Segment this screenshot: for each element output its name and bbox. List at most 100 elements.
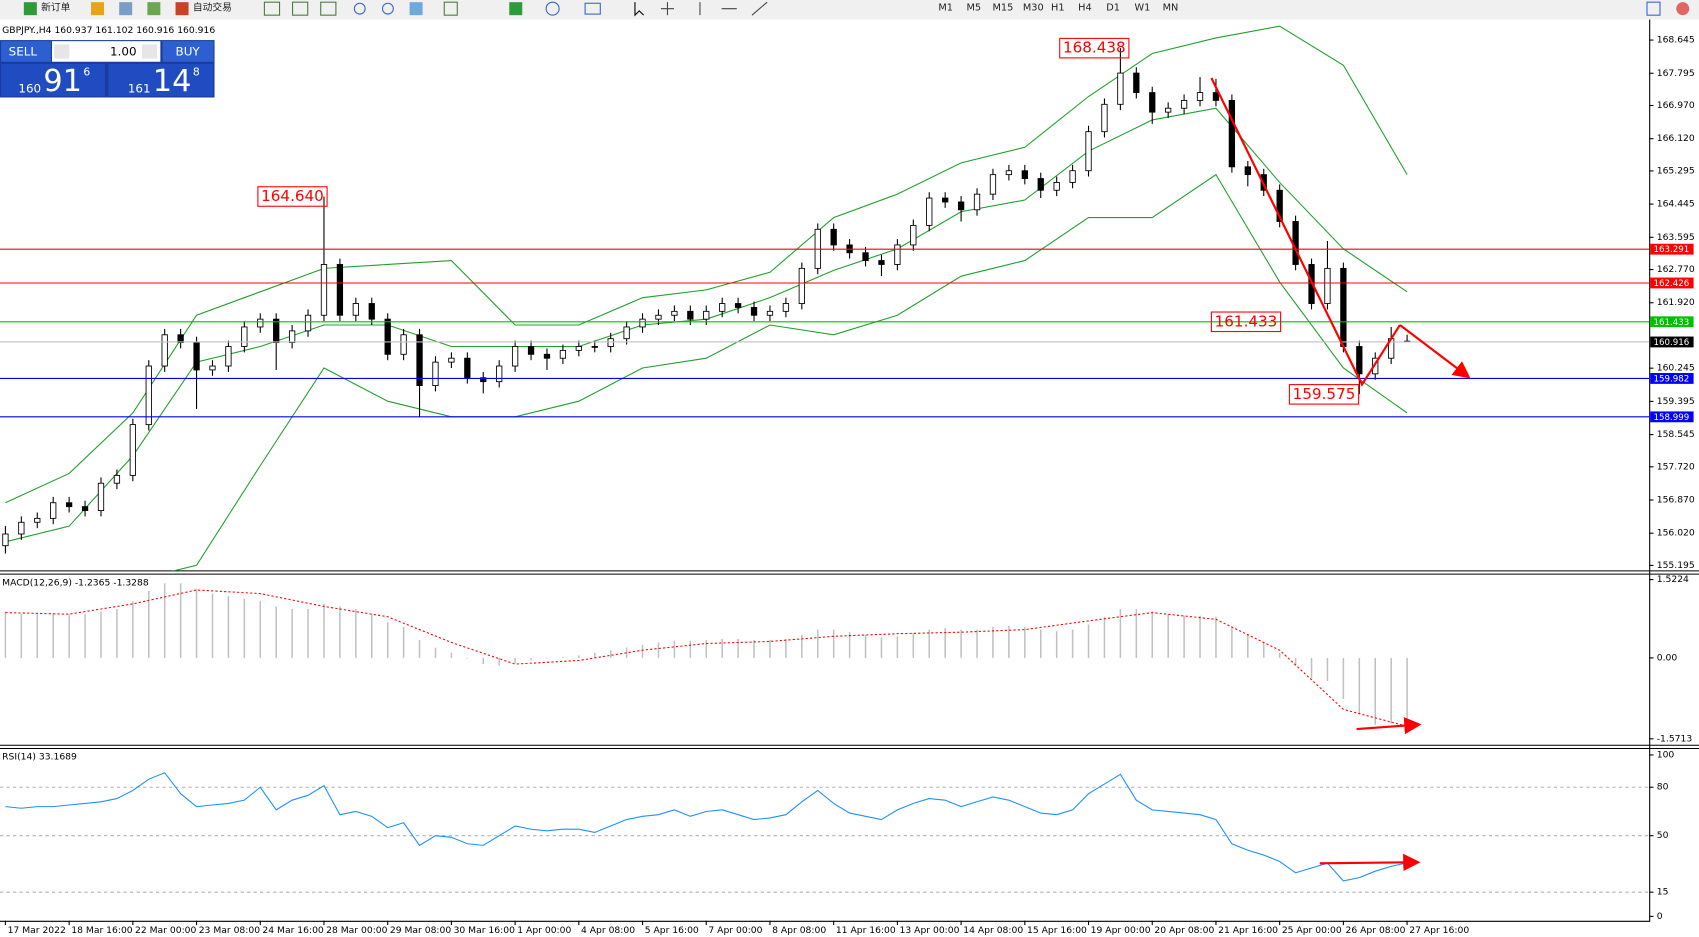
tool-icon[interactable] xyxy=(409,2,423,16)
timeframe-button[interactable]: M15 xyxy=(993,3,1014,14)
macd-bar xyxy=(20,614,23,658)
macd-bar xyxy=(243,598,246,658)
x-tick-label: 19 Apr 00:00 xyxy=(1091,925,1151,936)
candle-body xyxy=(766,310,774,316)
sell-price-pip: 6 xyxy=(83,66,90,79)
macd-bar xyxy=(259,601,262,658)
tool-icon[interactable] xyxy=(292,1,309,16)
tool-icon[interactable] xyxy=(545,1,560,16)
y-tick-label: 156.020 xyxy=(1657,528,1695,539)
timeframe-button[interactable]: MN xyxy=(1163,3,1179,14)
lot-up[interactable] xyxy=(141,44,158,59)
crosshair-tool[interactable] xyxy=(660,2,674,16)
timeframe-button[interactable]: H1 xyxy=(1051,3,1065,14)
macd-bar xyxy=(402,627,405,658)
timeframe-button[interactable]: W1 xyxy=(1134,3,1150,14)
macd-bar xyxy=(705,639,708,658)
macd-bar xyxy=(1278,652,1281,658)
price-annotation: 159.575 xyxy=(1293,385,1356,403)
cursor-tool[interactable] xyxy=(634,2,645,17)
buy-label[interactable]: BUY xyxy=(176,44,201,58)
plots: M1 M5 M15 M30 H1 H4 D1 W1 MN GBPJPY.,H4 160.937 1… xyxy=(0,3,1695,936)
level-label: 159.982 xyxy=(1653,374,1689,384)
panel-title: RSI(14) 33.1689 xyxy=(2,752,77,763)
candle-body xyxy=(65,502,73,508)
line-tools[interactable] xyxy=(699,1,768,16)
timeframe-button[interactable]: M5 xyxy=(967,3,982,14)
macd-bar xyxy=(1183,615,1185,658)
toolbar-icon[interactable] xyxy=(119,2,133,16)
candle-body xyxy=(1037,178,1044,191)
x-tick-label: 30 Mar 16:00 xyxy=(454,925,516,936)
buy-price-box[interactable] xyxy=(108,63,214,97)
timeframe-button[interactable]: M30 xyxy=(1023,3,1044,14)
auto-trade-icon[interactable] xyxy=(175,2,189,16)
macd-bar xyxy=(992,627,994,658)
candle-body xyxy=(416,334,423,386)
candle-body xyxy=(511,346,519,367)
x-tick-label: 8 Apr 08:00 xyxy=(772,925,826,936)
zoom-in[interactable] xyxy=(353,2,366,15)
macd-bar xyxy=(450,652,453,658)
tool-icon[interactable] xyxy=(584,2,601,15)
zoom-out[interactable] xyxy=(381,2,394,15)
buy-button[interactable] xyxy=(162,41,214,62)
candle-body xyxy=(989,174,997,195)
candle-body xyxy=(703,310,710,320)
y-tick-label: 160.245 xyxy=(1657,363,1695,374)
candle-body xyxy=(591,346,598,348)
new-order-icon[interactable] xyxy=(23,2,37,16)
candle-body xyxy=(1069,170,1076,183)
x-tick-label: 13 Apr 00:00 xyxy=(900,925,960,936)
macd-bar xyxy=(498,657,500,666)
sell-label[interactable]: SELL xyxy=(9,44,38,58)
trend-arrow xyxy=(1210,77,1401,387)
candle-body xyxy=(639,318,646,328)
timeframe-button[interactable]: M1 xyxy=(938,3,953,14)
sell-price-box[interactable] xyxy=(1,63,106,97)
tool-icon[interactable] xyxy=(263,1,281,16)
candle-body xyxy=(575,346,582,351)
sell-button[interactable] xyxy=(1,41,51,62)
tool-icon[interactable] xyxy=(443,1,458,16)
lot-input[interactable] xyxy=(52,41,161,62)
tool-icon[interactable] xyxy=(320,1,337,16)
alerts[interactable] xyxy=(1676,2,1690,16)
macd-bar xyxy=(1071,629,1074,658)
candle-body xyxy=(1180,99,1188,109)
macd-bar xyxy=(355,609,357,658)
drawn-arrows xyxy=(1210,77,1471,872)
new-order-button[interactable]: 新订单 xyxy=(41,1,71,14)
candle-body xyxy=(1244,166,1251,176)
y-tick-label: 0 xyxy=(1657,911,1663,922)
toolbar-icon[interactable] xyxy=(147,2,161,16)
toolbar-icon[interactable] xyxy=(91,2,105,16)
candle-body xyxy=(1324,267,1331,304)
y-tick-label: -1.5713 xyxy=(1657,733,1693,744)
lot-down[interactable] xyxy=(54,44,70,59)
candle-body xyxy=(145,365,152,426)
candle-body xyxy=(34,517,41,523)
auto-trade-button[interactable]: 自动交易 xyxy=(193,1,232,14)
x-tick-label: 4 Apr 08:00 xyxy=(581,925,635,936)
y-tick-label: 159.395 xyxy=(1657,396,1695,407)
timeframe-button[interactable]: D1 xyxy=(1106,3,1120,14)
macd-bar xyxy=(179,583,182,658)
timeframe-button[interactable]: H4 xyxy=(1078,3,1092,14)
lot-value[interactable]: 1.00 xyxy=(110,44,137,58)
candle-body xyxy=(1053,182,1060,191)
candle-body xyxy=(336,264,344,316)
candle-body xyxy=(161,334,168,367)
macd-bar xyxy=(546,657,548,659)
macd-bar xyxy=(1358,657,1361,715)
candle-body xyxy=(926,197,933,226)
macd-bar xyxy=(1215,616,1217,658)
macd-bar xyxy=(1103,616,1106,658)
price-annotation: 168.438 xyxy=(1063,39,1126,57)
candle-body xyxy=(193,342,200,371)
search[interactable] xyxy=(1646,1,1661,16)
tool-icon[interactable] xyxy=(509,2,523,16)
y-tick-label: 165.295 xyxy=(1657,165,1695,176)
macd-bar xyxy=(721,638,723,658)
candle-body xyxy=(671,310,678,316)
